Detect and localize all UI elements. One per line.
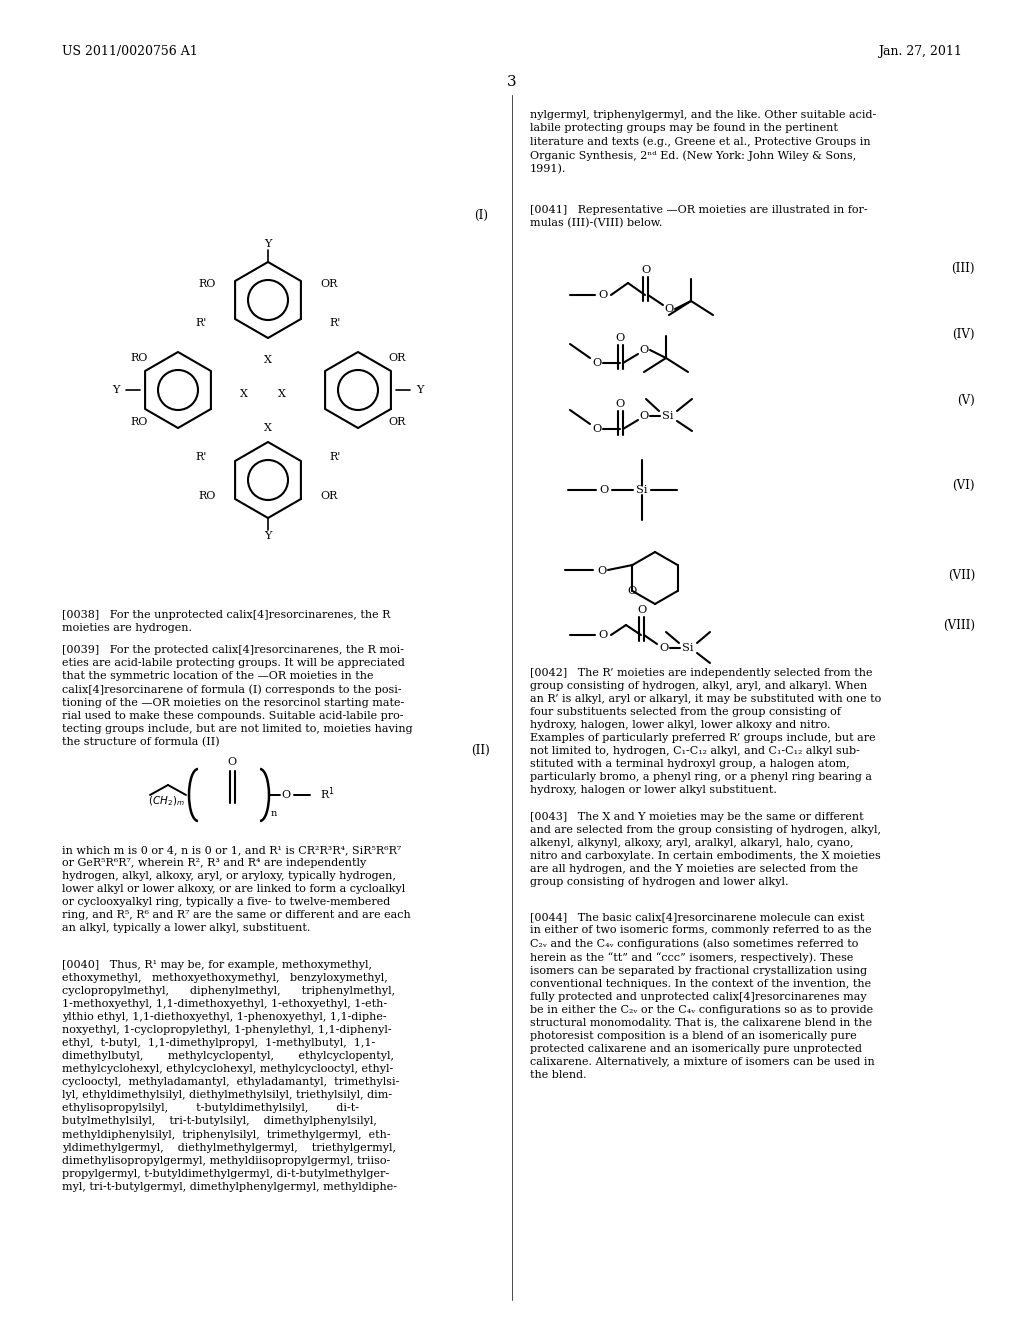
Text: (IV): (IV) bbox=[952, 327, 975, 341]
Text: O: O bbox=[592, 424, 602, 434]
Text: O: O bbox=[628, 586, 637, 597]
Text: R': R' bbox=[329, 318, 340, 327]
Text: (V): (V) bbox=[957, 393, 975, 407]
Text: [0041]   Representative —OR moieties are illustrated in for-
mulas (III)-(VIII) : [0041] Representative —OR moieties are i… bbox=[530, 205, 867, 228]
Text: RO: RO bbox=[131, 417, 148, 426]
Text: [0044]   The basic calix[4]resorcinarene molecule can exist
in either of two iso: [0044] The basic calix[4]resorcinarene m… bbox=[530, 912, 874, 1080]
Text: in which m is 0 or 4, n is 0 or 1, and R¹ is CR²R³R⁴, SiR⁵R⁶R⁷
or GeR⁵R⁶R⁷, wher: in which m is 0 or 4, n is 0 or 1, and R… bbox=[62, 845, 411, 933]
Text: Y: Y bbox=[416, 385, 423, 395]
Text: RO: RO bbox=[199, 491, 216, 502]
Text: OR: OR bbox=[319, 279, 337, 289]
Text: Y: Y bbox=[264, 239, 271, 249]
Text: X: X bbox=[240, 389, 248, 399]
Text: O: O bbox=[597, 566, 606, 576]
Text: Si: Si bbox=[682, 643, 693, 653]
Text: O: O bbox=[641, 265, 650, 275]
Text: X: X bbox=[279, 389, 286, 399]
Text: RO: RO bbox=[131, 352, 148, 363]
Text: US 2011/0020756 A1: US 2011/0020756 A1 bbox=[62, 45, 198, 58]
Text: nylgermyl, triphenylgermyl, and the like. Other suitable acid-
labile protecting: nylgermyl, triphenylgermyl, and the like… bbox=[530, 110, 877, 174]
Text: OR: OR bbox=[388, 417, 406, 426]
Text: O: O bbox=[615, 399, 625, 409]
Text: O: O bbox=[637, 605, 646, 615]
Text: Si: Si bbox=[663, 411, 674, 421]
Text: [0042]   The R’ moieties are independently selected from the
group consisting of: [0042] The R’ moieties are independently… bbox=[530, 668, 882, 796]
Text: O: O bbox=[598, 630, 607, 640]
Text: R$^1$: R$^1$ bbox=[319, 785, 335, 803]
Text: $(CH_2)_m$: $(CH_2)_m$ bbox=[147, 795, 184, 808]
Text: O: O bbox=[599, 484, 608, 495]
Text: R': R' bbox=[329, 451, 340, 462]
Text: (I): (I) bbox=[474, 209, 488, 222]
Text: R': R' bbox=[196, 451, 207, 462]
Text: R': R' bbox=[196, 318, 207, 327]
Text: O: O bbox=[227, 756, 237, 767]
Text: [0039]   For the protected calix[4]resorcinarenes, the R moi-
eties are acid-lab: [0039] For the protected calix[4]resorci… bbox=[62, 645, 413, 747]
Text: OR: OR bbox=[319, 491, 337, 502]
Text: X: X bbox=[264, 355, 272, 366]
Text: (VI): (VI) bbox=[952, 479, 975, 491]
Text: OR: OR bbox=[388, 352, 406, 363]
Text: (III): (III) bbox=[951, 261, 975, 275]
Text: [0038]   For the unprotected calix[4]resorcinarenes, the R
moieties are hydrogen: [0038] For the unprotected calix[4]resor… bbox=[62, 610, 390, 634]
Text: (II): (II) bbox=[471, 743, 490, 756]
Text: O: O bbox=[592, 358, 602, 368]
Text: Y: Y bbox=[113, 385, 120, 395]
Text: n: n bbox=[271, 808, 278, 817]
Text: O: O bbox=[639, 411, 648, 421]
Text: O: O bbox=[659, 643, 669, 653]
Text: O: O bbox=[665, 304, 674, 314]
Text: X: X bbox=[264, 422, 272, 433]
Text: (VIII): (VIII) bbox=[943, 619, 975, 631]
Text: Jan. 27, 2011: Jan. 27, 2011 bbox=[879, 45, 962, 58]
Text: 3: 3 bbox=[507, 75, 517, 88]
Text: O: O bbox=[615, 333, 625, 343]
Text: [0040]   Thus, R¹ may be, for example, methoxymethyl,
ethoxymethyl,   methoxyeth: [0040] Thus, R¹ may be, for example, met… bbox=[62, 960, 399, 1192]
Text: [0043]   The X and Y moieties may be the same or different
and are selected from: [0043] The X and Y moieties may be the s… bbox=[530, 812, 881, 887]
Text: O: O bbox=[639, 345, 648, 355]
Text: O: O bbox=[282, 789, 291, 800]
Text: O: O bbox=[598, 290, 607, 300]
Text: Y: Y bbox=[264, 531, 271, 541]
Text: (VII): (VII) bbox=[948, 569, 975, 582]
Text: Si: Si bbox=[636, 484, 648, 495]
Text: RO: RO bbox=[199, 279, 216, 289]
